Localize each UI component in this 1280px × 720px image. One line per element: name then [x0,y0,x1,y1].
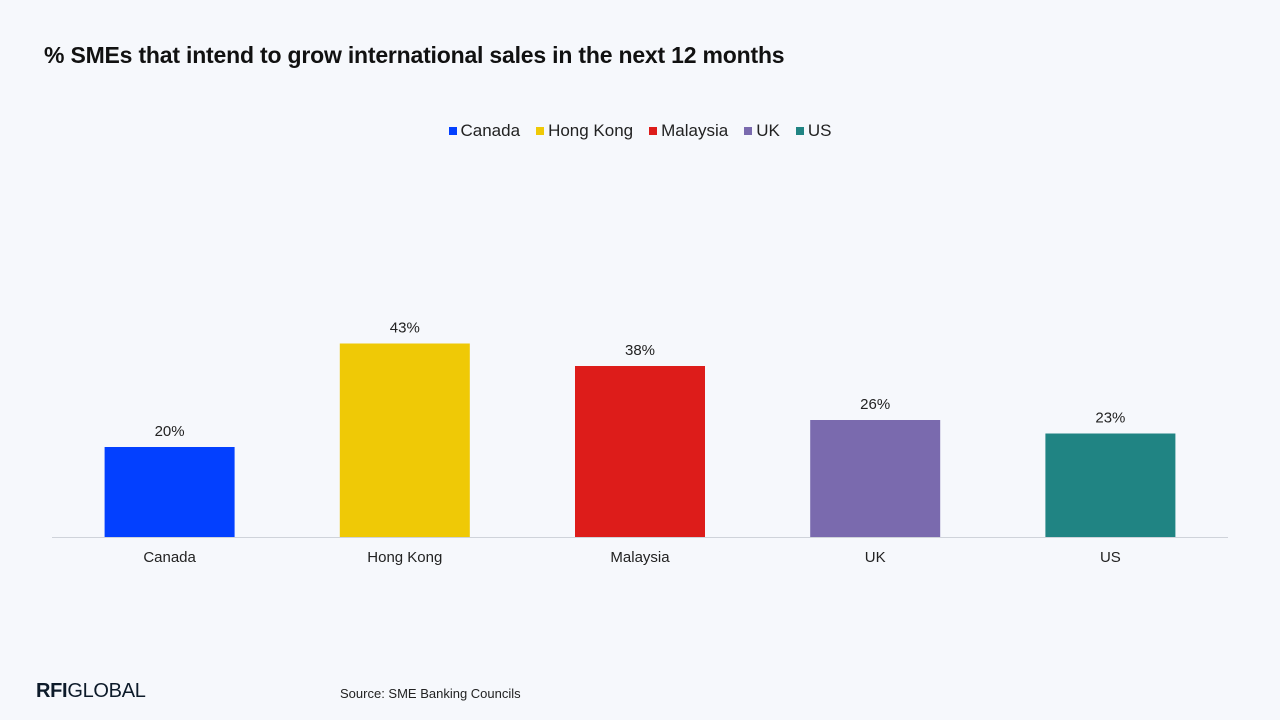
legend-label-hong-kong: Hong Kong [548,121,634,140]
rfi-global-logo: RFIGLOBAL [36,680,146,703]
legend-swatch-hong-kong [536,127,545,135]
legend-label-us: US [807,121,832,140]
chart-title: % SMEs that intend to grow international… [44,42,785,68]
legend-swatch-canada [448,127,457,135]
data-label-uk: 26% [860,396,890,413]
logo-rest-text: GLOBAL [67,680,146,702]
bar-chart: 20% Canada 43% Hong Kong 38% Malaysia 26% UK 23%… [52,320,1228,566]
legend-swatch-us [795,127,804,135]
bar-uk [810,420,941,537]
legend-item-malaysia: Malaysia [649,121,728,141]
bar-us [1045,433,1176,537]
legend-swatch-uk [744,127,753,135]
logo-bold-text: RFI [36,680,68,702]
legend-label-uk: UK [756,121,780,140]
bar-malaysia [575,366,705,537]
source-note: Source: SME Banking Councils [340,686,521,701]
data-label-us: 23% [1095,410,1125,427]
legend-swatch-malaysia [649,127,658,135]
legend-item-canada: Canada [448,121,521,141]
bar-hong-kong [339,343,470,537]
legend-item-hong-kong: Hong Kong [536,121,633,141]
x-tick-label-canada: Canada [143,549,196,566]
x-tick-label-us: US [1100,549,1121,566]
x-tick-label-malaysia: Malaysia [610,549,670,566]
x-tick-label-uk: UK [865,549,886,566]
x-tick-label-hong-kong: Hong Kong [367,549,442,566]
legend-label-malaysia: Malaysia [661,121,729,140]
legend-item-us: US [795,121,832,141]
chart-legend: Canada Hong Kong Malaysia UK US [0,121,1280,141]
data-label-hong-kong: 43% [390,320,420,337]
legend-label-canada: Canada [460,121,521,140]
data-label-canada: 20% [155,423,185,440]
bar-canada [104,447,235,537]
data-label-malaysia: 38% [625,342,655,359]
legend-item-uk: UK [744,121,780,141]
